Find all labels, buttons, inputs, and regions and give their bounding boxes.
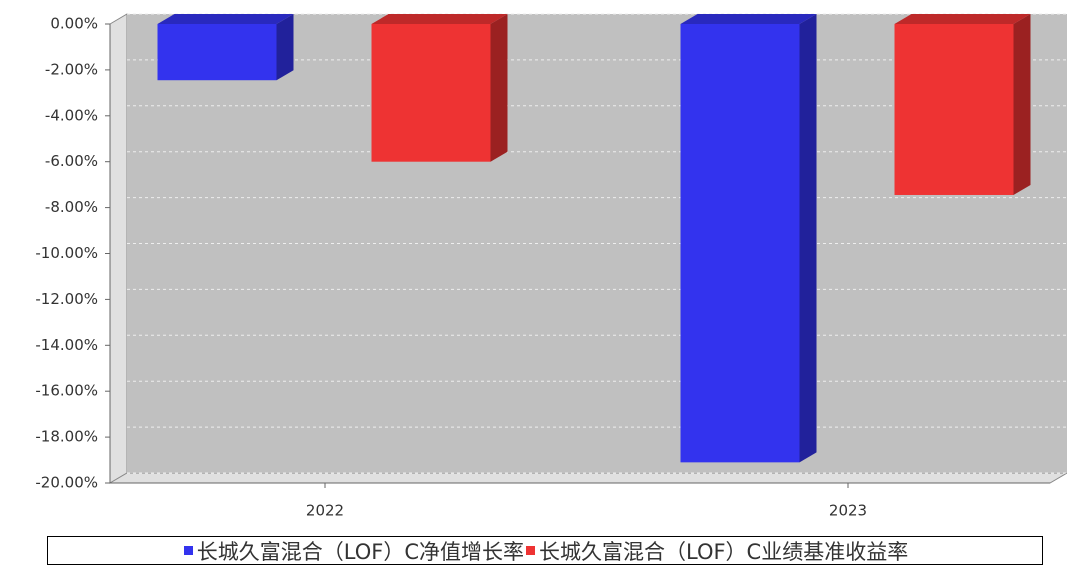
y-tick-label: -8.00% <box>45 198 98 216</box>
bar-side <box>276 14 294 81</box>
bar-side <box>490 14 508 162</box>
legend-label: 长城久富混合（LOF）C业绩基准收益率 <box>539 539 909 564</box>
y-tick-label: -10.00% <box>35 244 98 262</box>
y-tick-label: -16.00% <box>35 382 98 400</box>
bar-top <box>894 14 1031 24</box>
legend-label: 长城久富混合（LOF）C净值增长率 <box>196 539 524 564</box>
y-tick-label: 0.00% <box>50 15 98 33</box>
legend-swatch <box>183 546 193 555</box>
y-tick-label: -20.00% <box>35 474 98 492</box>
bar-top <box>371 14 508 24</box>
bar-side <box>1013 14 1031 195</box>
floor <box>108 472 1067 484</box>
x-tick-label: 2023 <box>829 502 867 520</box>
y-tick-label: -6.00% <box>45 152 98 170</box>
bar <box>371 24 491 162</box>
bar-top <box>680 14 817 24</box>
y-tick-label: -18.00% <box>35 428 98 446</box>
y-tick-label: -2.00% <box>45 60 98 78</box>
chart: 0.00% -2.00% -4.00% -6.00% -8.00% -10.00% -12.… <box>35 13 1067 520</box>
bar <box>894 24 1014 195</box>
x-tick-label: 2022 <box>306 502 344 520</box>
legend-swatch <box>526 546 535 555</box>
legend: 长城久富混合（LOF）C净值增长率 长城久富混合（LOF）C业绩基准收益率 <box>47 536 1043 565</box>
bar-side <box>799 14 817 463</box>
left-wall <box>109 13 128 484</box>
y-tick-label: -4.00% <box>45 106 98 124</box>
bar <box>157 24 277 81</box>
y-tick-label: -14.00% <box>35 336 98 354</box>
bar-top <box>157 14 294 24</box>
bar <box>680 24 800 463</box>
y-tick-label: -12.00% <box>35 290 98 308</box>
